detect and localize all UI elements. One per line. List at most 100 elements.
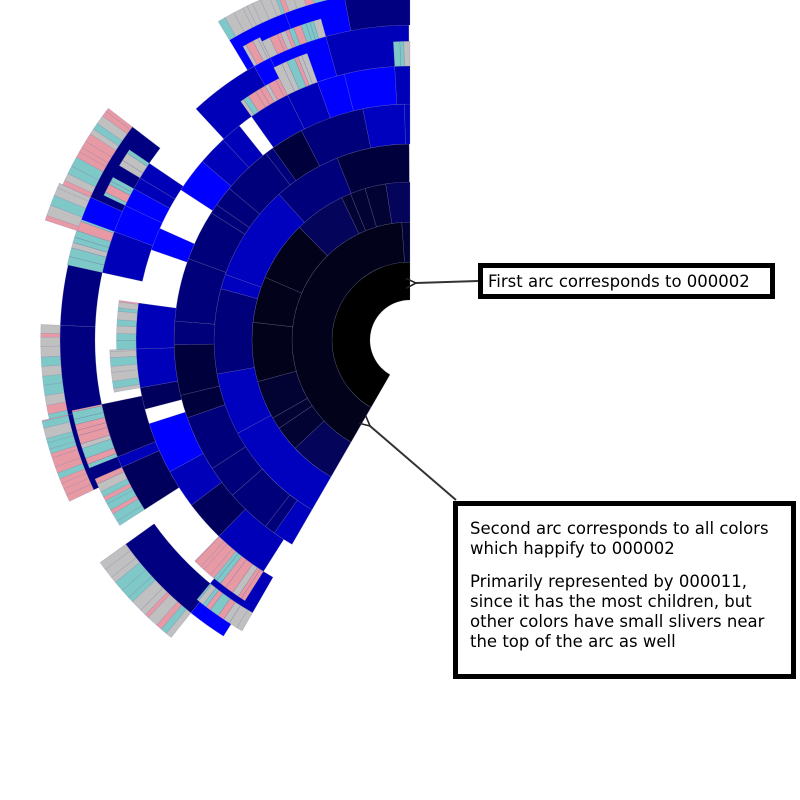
sunburst-segment	[125, 523, 214, 614]
sunburst-fringe-strand	[242, 5, 257, 28]
sunburst-fringe-strand	[41, 364, 63, 377]
sunburst-fringe-strand	[110, 495, 139, 515]
sunburst-segment	[257, 370, 308, 419]
sunburst-segment	[139, 380, 183, 410]
sunburst-segment	[222, 125, 264, 168]
sunburst-fringe-strand	[48, 441, 77, 455]
sunburst-segment	[173, 320, 215, 346]
sunburst-fringe-strand	[43, 382, 65, 396]
sunburst-segment	[150, 228, 195, 263]
sunburst-fringe-strand	[224, 12, 245, 37]
sunburst-fringe-strand	[40, 345, 61, 358]
sunburst-fringe-strand	[81, 140, 112, 164]
sunburst-fringe-strand	[200, 540, 228, 571]
sunburst-fringe-strand	[112, 377, 140, 389]
sunburst-fringe-strand	[110, 176, 135, 193]
sunburst-fringe-strand	[275, 0, 286, 15]
sunburst-fringe-strand	[54, 457, 83, 474]
sunburst-fringe-strand	[87, 452, 118, 469]
sunburst-fringe-strand	[252, 38, 269, 62]
sunburst-fringe-strand	[403, 40, 411, 67]
sunburst-fringe-strand	[40, 336, 61, 347]
sunburst-fringe-strand	[73, 412, 106, 426]
sunburst-fringe-strand	[116, 333, 137, 341]
sunburst-fringe-strand	[110, 363, 138, 373]
sunburst-segment	[211, 446, 263, 496]
sunburst-fringe-strand	[106, 489, 137, 511]
sunburst-fringe-strand	[275, 77, 288, 97]
sunburst-fringe-strand	[301, 52, 318, 85]
sunburst-segment	[394, 65, 411, 105]
sunburst-fringe-strand	[228, 605, 248, 629]
sunburst-fringe-strand	[300, 23, 313, 43]
sunburst-fringe-strand	[67, 165, 100, 188]
sunburst-fringe-strand	[43, 421, 73, 439]
callout-second-line2: Primarily represented by 000011, since i…	[470, 572, 765, 651]
sunburst-fringe-strand	[100, 478, 130, 498]
callout-second-line1: Second arc corresponds to all colors whi…	[470, 519, 769, 558]
sunburst-fringe-strand	[270, 0, 283, 17]
sunburst-fringe-strand	[94, 466, 125, 485]
sunburst-fringe-strand	[243, 95, 260, 116]
sunburst-segment	[218, 508, 285, 572]
sunburst-fringe-strand	[44, 214, 80, 232]
sunburst-fringe-strand	[109, 350, 137, 359]
sunburst-fringe-strand	[72, 236, 110, 253]
sunburst-fringe-strand	[156, 601, 183, 630]
sunburst-fringe-strand	[50, 195, 87, 218]
sunburst-segment	[300, 108, 372, 167]
sunburst-fringe-strand	[47, 435, 76, 450]
sunburst-segment	[173, 343, 220, 396]
sunburst-fringe-strand	[40, 355, 62, 367]
sunburst-fringe-strand	[50, 445, 78, 459]
sunburst-fringe-strand	[205, 589, 224, 611]
sunburst-fringe-strand	[288, 27, 301, 47]
sunburst-fringe-strand	[112, 498, 143, 522]
sunburst-fringe-strand	[126, 149, 150, 167]
sunburst-fringe-strand	[57, 182, 91, 202]
sunburst-segment	[251, 321, 297, 383]
sunburst-fringe-strand	[281, 61, 300, 92]
sunburst-fringe-strand	[247, 91, 266, 113]
sunburst-fringe-strand	[165, 608, 192, 638]
sunburst-fringe-strand	[276, 32, 288, 52]
sunburst-fringe-strand	[194, 535, 220, 563]
sunburst-fringe-strand	[102, 110, 131, 135]
sunburst-fringe-strand	[41, 415, 71, 429]
sunburst-fringe-strand	[240, 99, 255, 117]
sunburst-fringe-strand	[269, 33, 285, 55]
sunburst-segment	[213, 288, 258, 375]
sunburst-fringe-strand	[89, 128, 120, 151]
sunburst-segment	[343, 66, 398, 112]
sunburst-segment	[174, 258, 227, 325]
sunburst-segment	[362, 103, 406, 149]
sunburst-fringe-strand	[42, 373, 63, 386]
sunburst-fringe-strand	[197, 584, 217, 605]
sunburst-fringe-strand	[273, 63, 296, 96]
sunburst-segment	[264, 494, 298, 534]
sunburst-segment	[180, 385, 226, 419]
sunburst-fringe-strand	[116, 319, 137, 328]
sunburst-fringe-strand	[45, 431, 74, 444]
sunburst-fringe-strand	[399, 41, 405, 67]
sunburst-fringe-strand	[40, 324, 61, 334]
sunburst-fringe	[40, 0, 411, 638]
sunburst-fringe-strand	[213, 550, 239, 581]
sunburst-segment	[252, 276, 303, 328]
sunburst-fringe-strand	[61, 472, 89, 490]
sunburst-segment	[59, 324, 103, 416]
sunburst-fringe-strand	[116, 310, 138, 322]
sunburst-segment	[135, 347, 178, 389]
sunburst-fringe-strand	[40, 332, 61, 338]
sunburst-segment	[224, 193, 305, 288]
sunburst-segment	[278, 405, 325, 449]
sunburst-segment	[148, 411, 204, 473]
sunburst-segment	[133, 177, 176, 209]
sunburst-fringe-strand	[267, 79, 285, 101]
sunburst-segment	[188, 212, 246, 273]
sunburst-fringe-strand	[99, 543, 131, 570]
sunburst-segment	[190, 481, 246, 537]
sunburst-fringe-strand	[236, 609, 253, 632]
sunburst-fringe-strand	[240, 569, 264, 602]
